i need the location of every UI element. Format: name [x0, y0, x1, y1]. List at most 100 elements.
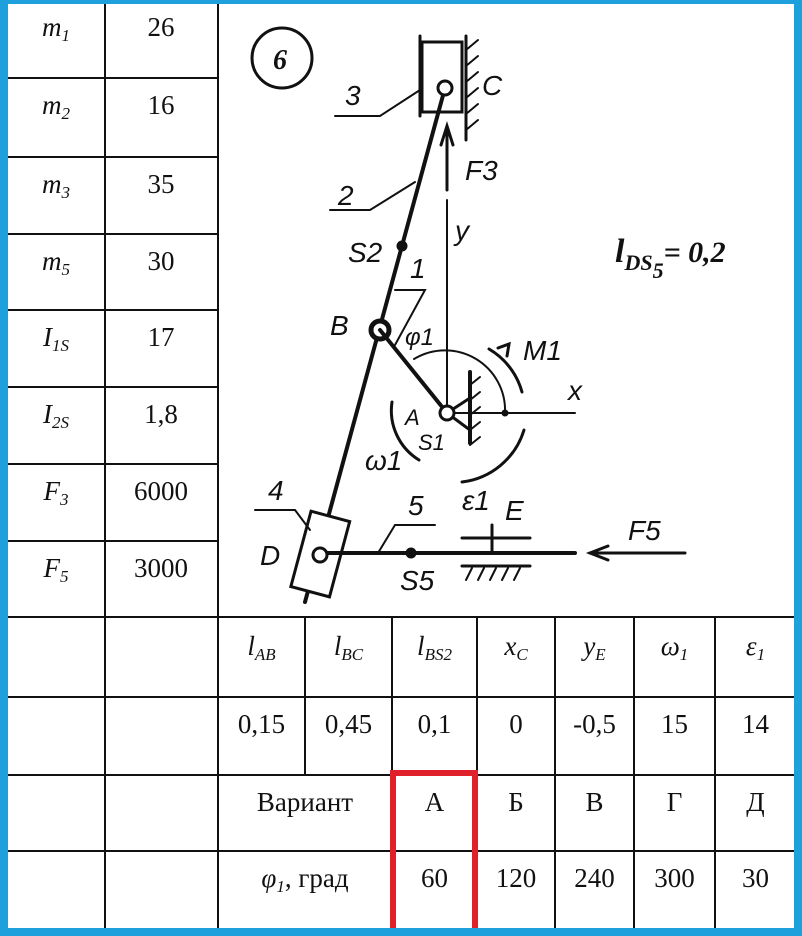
text: 3 [61, 183, 71, 202]
text: ω [660, 631, 680, 661]
label-E: E [505, 495, 524, 526]
param-symbol: lBS2 [392, 617, 477, 709]
variant-angle: 300 [634, 851, 715, 936]
param-symbol: m3 [8, 157, 104, 247]
grid-line [217, 0, 219, 936]
label-S1: S1 [418, 430, 445, 455]
text: 30 [147, 246, 175, 276]
text: Д [746, 787, 765, 817]
text: , град [284, 863, 349, 893]
param-symbol: I1S [8, 310, 104, 400]
text: 120 [495, 863, 537, 893]
scheme-number: 6 [273, 45, 287, 76]
param-symbol: lAB [218, 617, 305, 709]
grid-line [714, 617, 716, 936]
param-value: 0 [477, 697, 555, 787]
param-value: 26 [105, 0, 217, 90]
text: l [247, 631, 255, 661]
text: 0,45 [324, 709, 373, 739]
text: m [42, 246, 62, 276]
text: φ [261, 863, 277, 893]
text: 2S [52, 413, 69, 432]
lds5-note: lDS5= 0,2 [615, 233, 726, 283]
text: 1S [52, 336, 69, 355]
param-value: 35 [105, 157, 217, 247]
text: 3 [60, 490, 69, 509]
text: ε [745, 631, 757, 661]
text: m [42, 169, 62, 199]
angle-label: φ1, град [218, 851, 392, 936]
grid-line [633, 617, 635, 936]
text: 17 [147, 322, 175, 352]
text: 15 [661, 709, 688, 739]
text: l [417, 631, 425, 661]
grid-line [104, 0, 106, 936]
joint-D [311, 546, 329, 564]
param-value: 17 [105, 310, 217, 400]
text: 1,8 [144, 399, 178, 429]
label-x: x [566, 375, 583, 406]
param-symbol: lBC [305, 617, 392, 709]
param-symbol: ε1 [715, 617, 796, 709]
text: DS [623, 250, 652, 275]
text: = 0,2 [664, 236, 726, 269]
text: C [516, 645, 528, 664]
label-S5: S5 [400, 565, 435, 596]
label-e1: ε1 [462, 485, 490, 516]
variant-name: В [555, 775, 634, 863]
param-value: 30 [105, 234, 217, 324]
param-symbol: F5 [8, 541, 104, 631]
label-F5: F5 [628, 515, 661, 546]
param-symbol: ω1 [634, 617, 715, 709]
e1-arrow [460, 428, 526, 484]
point-S5 [405, 547, 417, 559]
scheme-number-circle [250, 26, 314, 90]
selected-variant-highlight [390, 770, 478, 936]
label-3: 3 [345, 80, 361, 111]
param-symbol: m1 [8, 0, 104, 90]
point-S2 [396, 240, 408, 252]
grid-line [8, 850, 796, 852]
variant-angle: 240 [555, 851, 634, 936]
text: 240 [574, 863, 615, 893]
text: AB [254, 645, 276, 664]
text: 0 [509, 709, 523, 739]
text: y [583, 631, 596, 661]
text: Г [666, 787, 683, 817]
w1-arrow [389, 400, 421, 462]
text: 60 [421, 863, 448, 893]
label-w1: ω1 [365, 445, 402, 476]
label-A: A [403, 405, 420, 430]
text: 0,15 [237, 709, 286, 739]
text: l [333, 631, 342, 661]
label-D: D [260, 540, 280, 571]
text: 2 [61, 104, 71, 123]
param-value: 6000 [105, 464, 217, 554]
grid-line [8, 540, 218, 542]
label-2: 2 [337, 180, 354, 211]
param-symbol: m5 [8, 234, 104, 324]
text: m [42, 90, 62, 120]
text: E [595, 645, 606, 664]
variant-label: Вариант [218, 775, 392, 863]
M1-arrow [487, 347, 524, 394]
label-1: 1 [410, 253, 426, 284]
label-y: y [453, 215, 471, 246]
text: 6000 [134, 476, 188, 506]
text: BC [341, 645, 364, 664]
slider-3 [420, 40, 464, 114]
label-S2: S2 [348, 237, 383, 268]
text: m [42, 12, 62, 42]
grid-line [8, 616, 796, 618]
param-symbol: I2S [8, 387, 104, 477]
text: 1 [756, 645, 766, 664]
text: 1 [679, 645, 689, 664]
param-value: 3000 [105, 541, 217, 631]
grid-line [8, 156, 218, 158]
text: I [43, 322, 52, 352]
grid-line [554, 617, 556, 936]
text: 3000 [134, 553, 188, 583]
text: Вариант [256, 787, 354, 817]
